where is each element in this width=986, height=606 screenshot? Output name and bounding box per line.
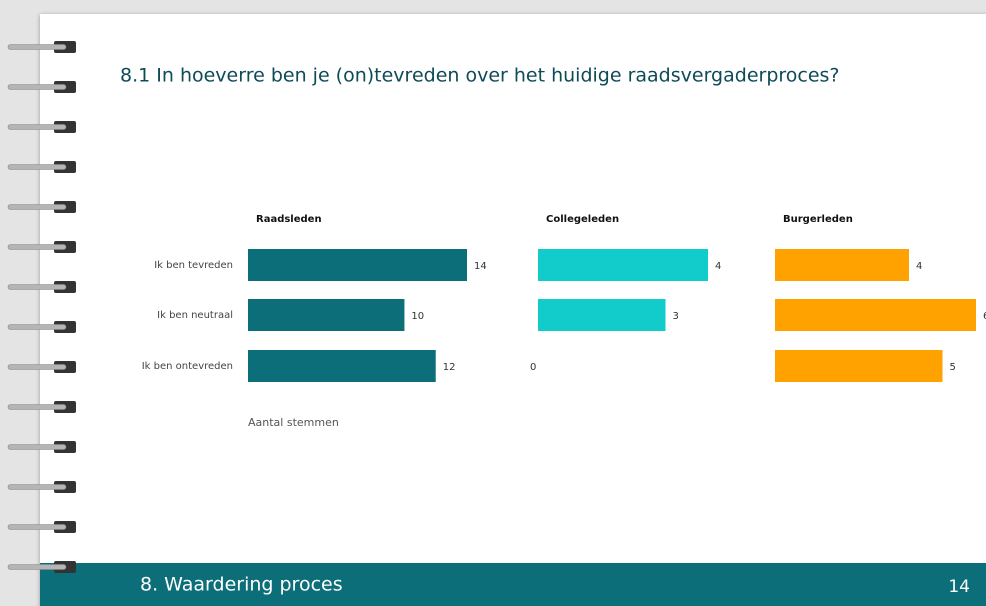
value-label: 12 — [443, 362, 456, 373]
value-label: 10 — [411, 311, 424, 322]
bar — [538, 299, 666, 331]
x-axis-label: Aantal stemmen — [248, 416, 339, 429]
ring-wire — [8, 85, 66, 90]
value-label: 5 — [950, 362, 956, 373]
ring-wire — [8, 125, 66, 130]
panel-title: Raadsleden — [256, 214, 322, 225]
value-label: 4 — [715, 261, 721, 272]
value-label: 3 — [673, 311, 679, 322]
page: 8.1 In hoeverre ben je (on)tevreden over… — [0, 0, 986, 606]
page-number: 14 — [948, 577, 970, 597]
ring-wire — [8, 45, 66, 50]
bar — [775, 299, 976, 331]
value-label: 14 — [474, 261, 487, 272]
value-label: 0 — [530, 362, 536, 373]
ring-wire — [8, 485, 66, 490]
bar — [538, 249, 708, 281]
panel-title: Burgerleden — [783, 214, 853, 225]
ring-wire — [8, 405, 66, 410]
bar — [248, 350, 436, 382]
panel-title: Collegeleden — [546, 214, 619, 225]
ring-wire — [8, 245, 66, 250]
category-label: Ik ben neutraal — [157, 310, 233, 321]
slide-title: 8.1 In hoeverre ben je (on)tevreden over… — [120, 65, 840, 87]
ring-wire — [8, 565, 66, 570]
ring-wire — [8, 325, 66, 330]
ring-wire — [8, 205, 66, 210]
footer-section: 8. Waardering proces — [140, 574, 343, 596]
value-label: 4 — [916, 261, 922, 272]
bar — [248, 299, 404, 331]
ring-wire — [8, 445, 66, 450]
ring-wire — [8, 165, 66, 170]
bar — [248, 249, 467, 281]
ring-wire — [8, 285, 66, 290]
slide: 8.1 In hoeverre ben je (on)tevreden over… — [0, 0, 986, 606]
ring-wire — [8, 365, 66, 370]
bar — [775, 249, 909, 281]
ring-wire — [8, 525, 66, 530]
category-label: Ik ben tevreden — [154, 260, 233, 271]
bar — [775, 350, 943, 382]
category-label: Ik ben ontevreden — [142, 361, 233, 372]
